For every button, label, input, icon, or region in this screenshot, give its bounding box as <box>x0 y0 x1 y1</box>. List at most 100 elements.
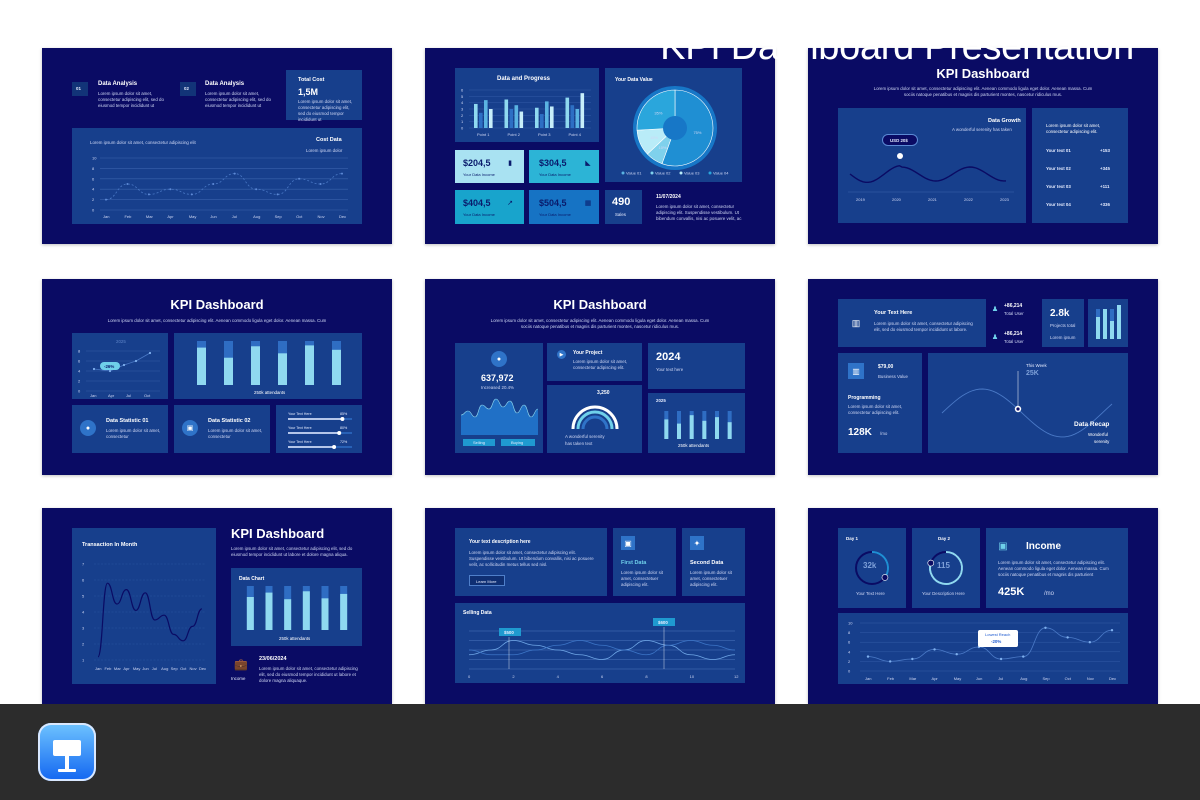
growth-line <box>849 165 1007 184</box>
x-tick-label: Oct <box>1065 676 1072 681</box>
data-chart-caption: 250k attendants <box>279 636 311 641</box>
data-point <box>255 188 258 191</box>
slide-6[interactable]: ▥ Your Text Here Lorem ipsum dolor sit a… <box>808 279 1158 475</box>
project-text: Lorem ipsum dolor sit amet, consectetur … <box>573 359 628 370</box>
bar <box>514 105 519 128</box>
x-tick-label: Sep <box>275 214 283 219</box>
reach-panel: 10 8 6 4 2 0 Jan Feb Mar Apr May Jun Jul Aug Sep Oct Nov… <box>838 613 1128 684</box>
bar <box>246 597 254 630</box>
tag-1-value: $500 <box>504 629 514 635</box>
slide-7[interactable]: Transaction In Month 7 6 5 4 3 2 1 Jan Feb Mar Apr… <box>42 508 392 704</box>
x-tick-label: Jan <box>95 666 101 671</box>
x-tick-label: Nov <box>1087 676 1094 681</box>
x-tick-label: 4 <box>557 674 560 679</box>
y-tick-label: 5 <box>82 594 85 599</box>
total-cost-card: Total Cost 1,5M Lorem ipsum dolor sit am… <box>286 70 362 122</box>
transaction-line <box>97 582 203 658</box>
reach-line <box>867 627 1113 662</box>
week-value: 25K <box>1026 370 1039 377</box>
area-line <box>460 398 539 418</box>
row-3-label: Your text 03 <box>1046 184 1071 189</box>
income-tile-3: $404,5 Your Data Income ↗ <box>455 190 524 224</box>
data-point <box>122 363 126 367</box>
day-2-value: 115 <box>937 561 950 570</box>
description-title: Your text description here <box>469 539 531 545</box>
handshake-icon: ✦ <box>690 536 704 550</box>
pie-slice <box>661 89 714 167</box>
projects-label: Projects total <box>1050 323 1076 328</box>
bar <box>1096 317 1100 339</box>
slide-2[interactable]: Data and Progress 6 5 4 3 2 1 0 Point 1 Point 2 P… <box>425 48 775 244</box>
legend-dot <box>650 171 654 175</box>
row-3-value: +111 <box>1100 184 1110 189</box>
second-data-text: Lorem ipsum dolor sit amet, consectetuer… <box>690 570 732 587</box>
selling-line-chart: 0 2 4 6 8 10 12 <box>468 627 739 679</box>
bars-caption: 250k attendants <box>678 443 710 448</box>
day-2-card: Day 2 115 Your Description Here <box>912 528 980 608</box>
trend-chart-icon: ↗ <box>507 199 513 207</box>
legend-label: Value 02 <box>655 171 671 176</box>
slide-8[interactable]: Your text description here Lorem ipsum d… <box>425 508 775 704</box>
row-4-value: +336 <box>1100 202 1110 207</box>
briefcase-icon: ▣ <box>998 540 1008 552</box>
data-point <box>319 183 322 185</box>
briefcase-icon: ▣ <box>621 536 635 550</box>
x-tick-label: Mar <box>909 676 917 681</box>
income-tile-1-value: $204,5 <box>463 158 491 168</box>
cost-data-panel: Lorem ipsum dolor sit amet, consectetur … <box>72 128 362 224</box>
selling-line <box>468 640 736 660</box>
highlight-point <box>897 153 903 159</box>
slide-3-subtitle-2: sociis natoque penatibus et magnis dis p… <box>903 92 1063 97</box>
slide-3-subtitle-1: Lorem ipsum dolor sit amet, consectetur … <box>873 86 1093 91</box>
person-icon: ♟ <box>991 334 999 341</box>
data-point <box>126 183 129 185</box>
bar <box>509 109 514 128</box>
data-point <box>233 172 236 175</box>
item-1-number: 01 <box>76 86 81 91</box>
x-tick-label: May <box>189 214 197 219</box>
bar <box>689 415 694 439</box>
x-tick-label: Feb <box>104 666 112 671</box>
y-tick-label: 3 <box>461 107 464 112</box>
sales-label: Sales <box>615 212 626 217</box>
slide-9[interactable]: Day 1 32k Your Text Here Day 2 115 Your … <box>808 508 1158 704</box>
bar <box>570 105 575 128</box>
bar <box>1103 309 1107 339</box>
gauge-card: 3,250 A wonderful serenity has taken tex… <box>547 385 642 453</box>
x-tick-label: 2019 <box>856 197 866 202</box>
y-tick-label: 10 <box>848 621 853 626</box>
buying-button[interactable]: Buying <box>501 439 535 446</box>
bar <box>224 357 233 385</box>
slide-4[interactable]: KPI Dashboard Lorem ipsum dolor sit amet… <box>42 279 392 475</box>
bar <box>580 93 585 128</box>
x-tick-label: Sep <box>171 666 179 671</box>
bar <box>535 107 539 128</box>
legend-dot <box>679 171 683 175</box>
stats-panel: Lorem ipsum dolor sit amet, consectetur … <box>1032 108 1128 223</box>
slide-3[interactable]: KPI Dashboard Lorem ipsum dolor sit amet… <box>808 48 1158 244</box>
slide-1[interactable]: 01 Data Analysis Lorem ipsum dolor sit a… <box>42 48 392 244</box>
x-tick-label: Oct <box>180 666 187 671</box>
learn-more-button[interactable]: Learn More <box>469 575 505 586</box>
transaction-line-chart: 7 6 5 4 3 2 1 Jan Feb Mar Apr May Jun Jul Aug Sep Oct Nov… <box>82 562 206 672</box>
income-title: Income <box>1026 541 1062 552</box>
learn-more-label: Learn More <box>476 579 497 584</box>
data-point <box>298 177 301 180</box>
row-1-label: Your text 01 <box>1046 148 1071 153</box>
gauge-arc <box>576 410 614 430</box>
area-chart <box>460 398 539 435</box>
selling-button[interactable]: Selling <box>463 439 495 446</box>
growth-panel: Data Growth A wonderful serenity has tak… <box>838 108 1026 223</box>
x-tick-label: 2021 <box>928 197 938 202</box>
stat-1-text: Lorem ipsum dolor sit amet, consectetur <box>106 428 161 439</box>
attendants-panel: 250k attendants <box>174 333 362 399</box>
x-tick-label: Jun <box>142 666 148 671</box>
slide-5[interactable]: KPI Dashboard Lorem ipsum dolor sit amet… <box>425 279 775 475</box>
x-tick-label: Apr <box>932 676 939 681</box>
programming-unit: /mo <box>880 431 888 436</box>
bar <box>575 109 580 128</box>
x-tick-label: Jun <box>976 676 982 681</box>
bars-card: 2025 250k attendants <box>648 393 745 453</box>
item-2-text: Lorem ipsum dolor sit amet, consectetur … <box>205 91 271 108</box>
row-4-label: Your text 04 <box>1046 202 1071 207</box>
